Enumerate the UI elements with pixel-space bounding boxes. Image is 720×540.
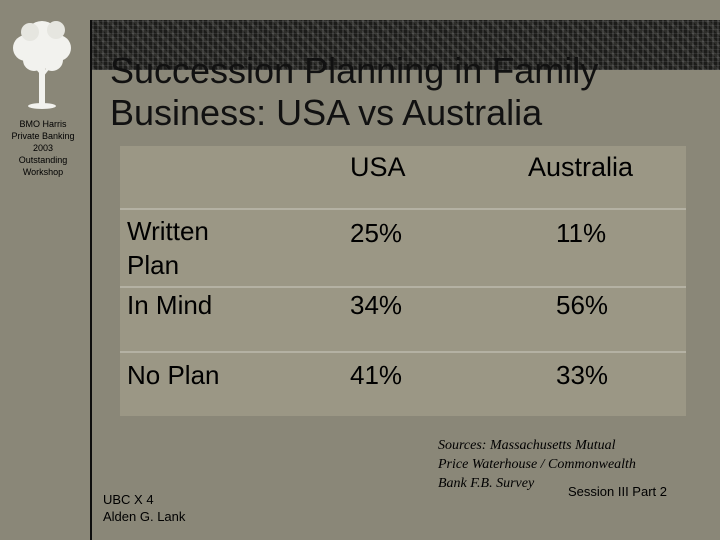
row-label-written-plan: Written Plan	[127, 216, 209, 280]
slide-title: Succession Planning in Family Business: …	[110, 50, 599, 133]
title-texture-band	[92, 20, 720, 70]
row-label-no-plan: No Plan	[127, 360, 220, 390]
row-divider	[120, 208, 686, 210]
row-label-in-mind: In Mind	[127, 290, 213, 320]
row-divider	[120, 351, 686, 353]
cell-australia-written-plan: 11%	[556, 218, 607, 248]
cell-australia-no-plan: 33%	[556, 360, 609, 390]
cell-usa-no-plan: 41%	[350, 360, 403, 390]
presenter-label: UBC X 4 Alden G. Lank	[103, 492, 186, 524]
column-header-usa: USA	[350, 152, 406, 182]
session-label: Session III Part 2	[568, 484, 667, 499]
cell-usa-in-mind: 34%	[350, 290, 403, 320]
comparison-table: USA Australia Written Plan 25% 11% In Mi…	[120, 146, 686, 416]
organization-label: BMO Harris Private Banking 2003 Outstand…	[11, 119, 75, 177]
sources-note: Sources: Massachusetts Mutual Price Wate…	[438, 438, 636, 491]
tree-logo-icon	[13, 21, 71, 109]
vertical-divider	[90, 20, 92, 540]
cell-australia-in-mind: 56%	[556, 290, 609, 320]
cell-usa-written-plan: 25%	[350, 218, 403, 248]
sidebar: BMO Harris Private Banking 2003 Outstand…	[0, 0, 90, 540]
row-divider	[120, 286, 686, 288]
column-header-australia: Australia	[528, 152, 634, 182]
